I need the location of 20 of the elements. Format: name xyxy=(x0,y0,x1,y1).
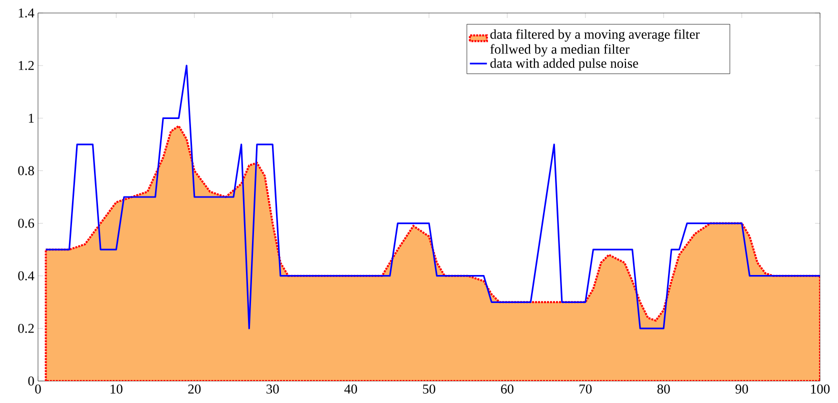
x-tick-label: 60 xyxy=(501,384,514,394)
y-tick-label: 0.8 xyxy=(18,166,34,176)
x-tick-label: 40 xyxy=(344,384,358,394)
x-tick-label: 30 xyxy=(266,384,279,394)
y-tick-label: 1.4 xyxy=(18,8,34,18)
y-tick-label: 0.2 xyxy=(18,324,34,333)
x-tick-label: 0 xyxy=(35,384,41,394)
x-tick-label: 50 xyxy=(423,384,436,394)
y-tick-label: 1.2 xyxy=(18,61,34,70)
x-tick-label: 10 xyxy=(110,384,122,394)
x-tick-label: 20 xyxy=(188,384,201,394)
x-tick-label: 70 xyxy=(580,384,592,394)
y-tick-label: 0 xyxy=(28,376,34,386)
x-tick-label: 80 xyxy=(657,384,670,394)
y-tick-label: 0.4 xyxy=(18,271,34,280)
legend-label: data with added pulse noise xyxy=(490,58,638,71)
y-tick-label: 1 xyxy=(28,114,34,123)
x-tick-label: 100 xyxy=(811,384,830,394)
x-tick-label: 90 xyxy=(736,384,748,394)
y-tick-label: 0.6 xyxy=(18,218,34,228)
